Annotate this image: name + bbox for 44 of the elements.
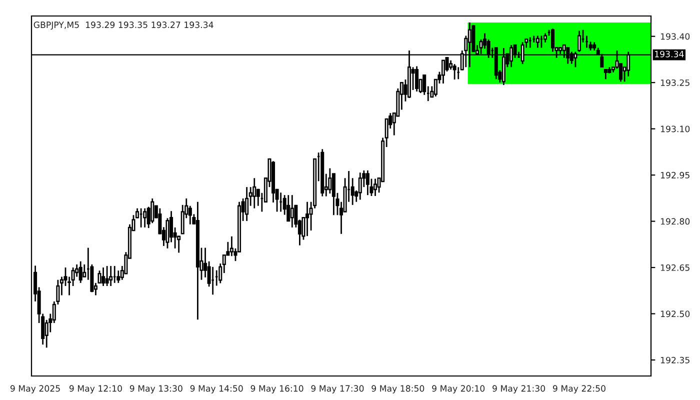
candlestick <box>105 265 109 287</box>
x-tick-label: 9 May 13:30 <box>130 385 182 394</box>
candlestick <box>577 30 581 52</box>
x-tick-label: 9 May 2025 <box>10 385 60 394</box>
candlestick <box>109 265 113 287</box>
y-tick-label: 192.35 <box>660 356 690 364</box>
y-tick-label: 193.40 <box>660 33 690 40</box>
candlestick <box>415 66 419 92</box>
candlestick <box>551 28 555 52</box>
x-tick-label: 9 May 22:50 <box>552 385 606 394</box>
x-tick-label: 9 May 12:10 <box>69 385 122 394</box>
y-tick-label: 192.95 <box>660 172 690 178</box>
candlestick <box>543 32 547 44</box>
candlestick <box>102 266 106 287</box>
candlestick <box>358 172 362 200</box>
x-tick-label: 9 May 21:30 <box>492 385 546 394</box>
candlestick <box>366 170 370 196</box>
candlestick <box>116 270 120 284</box>
y-tick-label: 192.50 <box>660 310 690 318</box>
x-tick-label: 9 May 20:10 <box>432 385 485 394</box>
candlestick <box>245 186 249 222</box>
candlestick <box>252 177 256 210</box>
candlestick <box>150 198 154 224</box>
y-tick-label: 193.10 <box>660 126 690 132</box>
text: GBPJPY,M5 193.29 193.35 193.27 193.34 <box>34 22 214 30</box>
candlestick <box>536 35 540 48</box>
x-tick-label: 9 May 16:10 <box>250 385 304 394</box>
x-tick-label: 9 May 18:50 <box>372 385 424 394</box>
candlestick <box>604 68 608 80</box>
x-tick-label: 9 May 14:50 <box>190 385 243 394</box>
candlestick <box>78 260 82 284</box>
candlestick <box>230 236 234 257</box>
candlestick <box>373 178 378 197</box>
candlestick <box>328 168 332 194</box>
candlestick <box>441 60 445 84</box>
candlestick <box>290 194 294 228</box>
x-tick-label: 9 May 17:30 <box>311 385 364 394</box>
ref-line-label: 193.34 <box>655 50 684 58</box>
y-tick-label: 192.80 <box>660 218 690 225</box>
candlestick <box>143 208 147 228</box>
y-tick-label: 192.65 <box>660 264 690 271</box>
y-tick-label: 193.25 <box>660 79 690 86</box>
candlestick <box>305 201 310 237</box>
candlestick <box>452 63 456 80</box>
